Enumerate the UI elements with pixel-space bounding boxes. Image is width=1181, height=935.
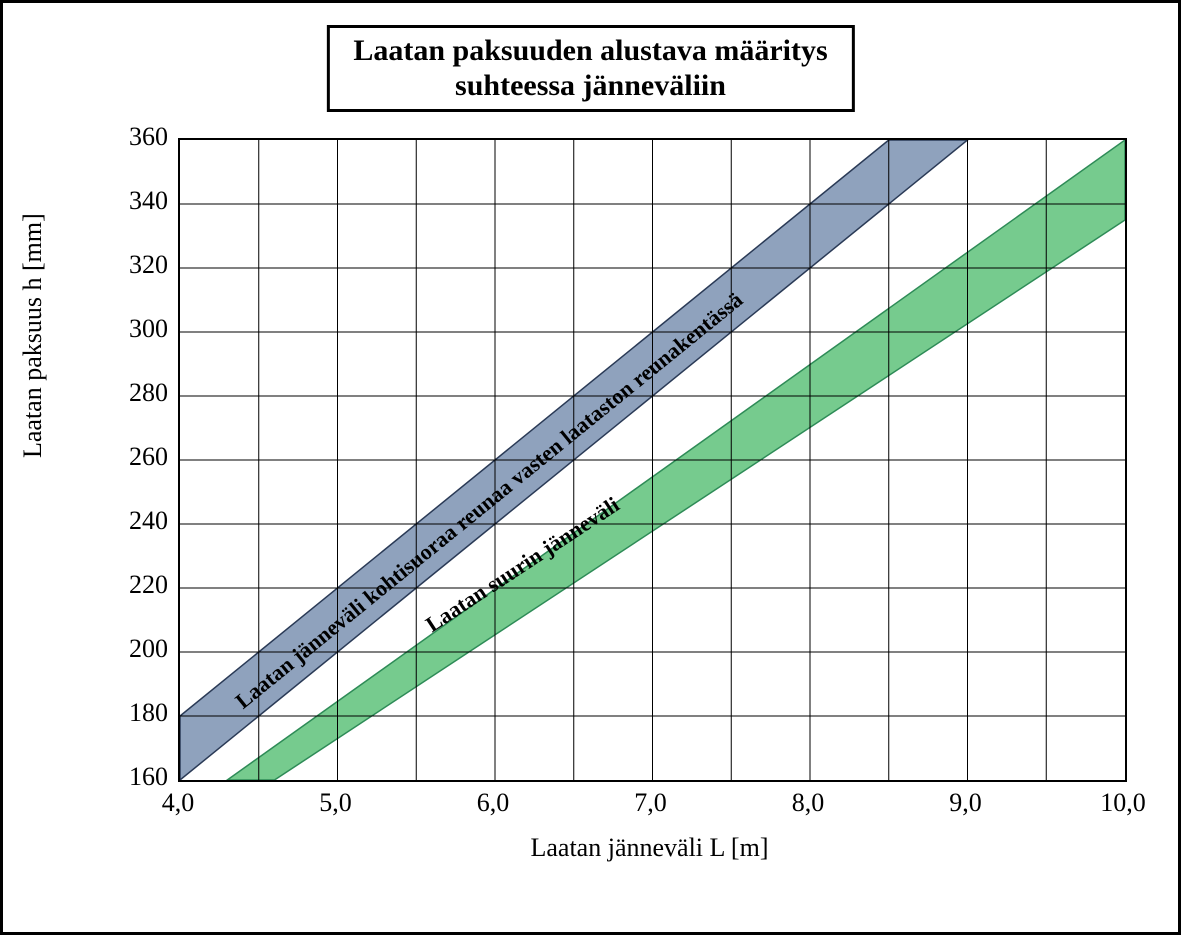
x-axis-label: Laatan jänneväli L [m] xyxy=(531,833,769,863)
y-tick-label: 240 xyxy=(108,506,168,536)
chart-frame: Laatan paksuuden alustava määritys suhte… xyxy=(0,0,1181,935)
x-tick-label: 8,0 xyxy=(783,788,833,818)
y-tick-label: 260 xyxy=(108,442,168,472)
x-tick-label: 4,0 xyxy=(153,788,203,818)
y-tick-label: 320 xyxy=(108,250,168,280)
y-tick-label: 180 xyxy=(108,698,168,728)
x-tick-label: 10,0 xyxy=(1098,788,1148,818)
title-line-2: suhteessa jänneväliin xyxy=(455,69,726,102)
y-tick-label: 360 xyxy=(108,122,168,152)
plot-svg: Laatan jänneväli kohtisuoraa reunaa vast… xyxy=(180,140,1125,780)
y-tick-label: 340 xyxy=(108,186,168,216)
x-tick-label: 5,0 xyxy=(311,788,361,818)
title-line-1: Laatan paksuuden alustava määritys xyxy=(353,34,827,67)
x-tick-label: 9,0 xyxy=(941,788,991,818)
x-tick-label: 7,0 xyxy=(626,788,676,818)
y-tick-label: 280 xyxy=(108,378,168,408)
y-tick-label: 220 xyxy=(108,570,168,600)
y-tick-label: 300 xyxy=(108,314,168,344)
y-tick-label: 200 xyxy=(108,634,168,664)
chart-title: Laatan paksuuden alustava määritys suhte… xyxy=(326,25,854,112)
plot-area: Laatan jänneväli kohtisuoraa reunaa vast… xyxy=(178,138,1127,782)
x-tick-label: 6,0 xyxy=(468,788,518,818)
